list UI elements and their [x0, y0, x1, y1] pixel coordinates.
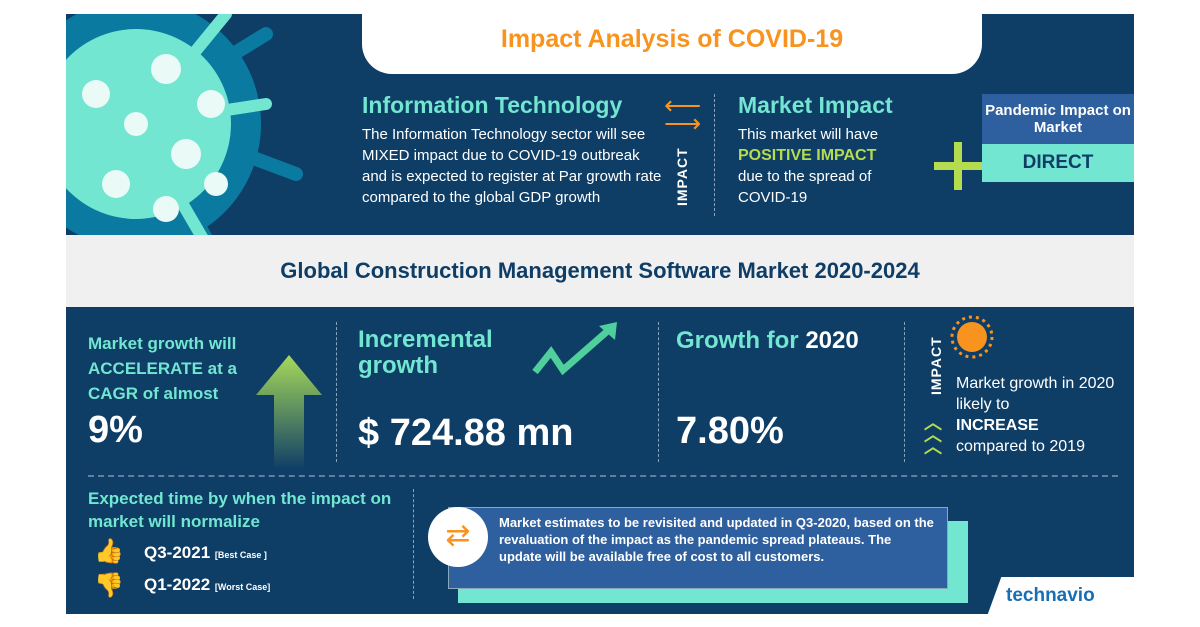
- thumbs-up-icon: 👍: [94, 538, 124, 565]
- market-impact-highlight: POSITIVE IMPACT: [738, 147, 877, 164]
- incremental-title: Incremental growth: [358, 326, 493, 379]
- cagr-value: 9%: [88, 409, 143, 451]
- growth-year: 2020: [805, 327, 859, 354]
- technavio-logo: technavio: [1006, 585, 1095, 606]
- worst-case-tag: [Worst Case]: [214, 582, 271, 592]
- exchange-arrows-icon: ⟵ ⟶: [664, 90, 702, 138]
- sector-title: Information Technology: [362, 92, 623, 118]
- chevrons-up-icon: ︿ ︿ ︿: [924, 413, 942, 457]
- market-title-band: Global Construction Management Software …: [66, 235, 1134, 307]
- covid-impact-panel: Impact Analysis of COVID-19 Information …: [66, 14, 1134, 235]
- thumbs-down-icon: 👎: [94, 572, 124, 599]
- trend-up-icon: [532, 322, 617, 376]
- best-case-date: Q3-2021: [144, 543, 211, 562]
- market-stats-panel: Market growth will ACCELERATE at a CAGR …: [66, 307, 1134, 614]
- sector-text: The Information Technology sector will s…: [362, 126, 662, 206]
- market-impact-line1: This market will have: [738, 126, 879, 143]
- impact2020-line1: Market growth in 2020 likely to: [956, 375, 1115, 413]
- divider: [714, 94, 715, 216]
- sun-virus-icon: [950, 315, 994, 359]
- note-text: Market estimates to be revisited and upd…: [448, 507, 948, 589]
- impact2020-label: IMPACT: [928, 336, 944, 395]
- impact-label: IMPACT: [674, 147, 690, 206]
- up-arrow-icon: [256, 355, 322, 470]
- cagr-text: Market growth will ACCELERATE at a CAGR …: [88, 334, 237, 403]
- market-impact-title: Market Impact: [738, 92, 893, 118]
- divider: [658, 322, 659, 462]
- divider: [413, 489, 414, 599]
- incremental-value: $ 724.88 mn: [358, 412, 574, 454]
- virus-icon: [66, 14, 303, 235]
- worst-case-date: Q1-2022: [144, 575, 211, 594]
- divider: [336, 322, 337, 462]
- divider: [904, 322, 905, 462]
- growth-title: Growth for: [676, 327, 799, 354]
- market-impact-line2: due to the spread of COVID-19: [738, 168, 872, 206]
- impact2020-highlight: INCREASE: [956, 417, 1039, 434]
- divider: [88, 475, 1118, 477]
- market-title: Global Construction Management Software …: [280, 258, 920, 283]
- normalize-title: Expected time by when the impact on mark…: [88, 489, 392, 531]
- pandemic-value: DIRECT: [982, 144, 1134, 182]
- impact2020-line2: compared to 2019: [956, 438, 1085, 455]
- header-title: Impact Analysis of COVID-19: [362, 14, 982, 74]
- refresh-icon: ⇄: [428, 507, 488, 567]
- plus-icon-vertical: [954, 142, 962, 190]
- pandemic-title: Pandemic Impact on Market: [982, 94, 1134, 144]
- growth-value: 7.80%: [676, 410, 784, 452]
- best-case-tag: [Best Case ]: [214, 550, 267, 560]
